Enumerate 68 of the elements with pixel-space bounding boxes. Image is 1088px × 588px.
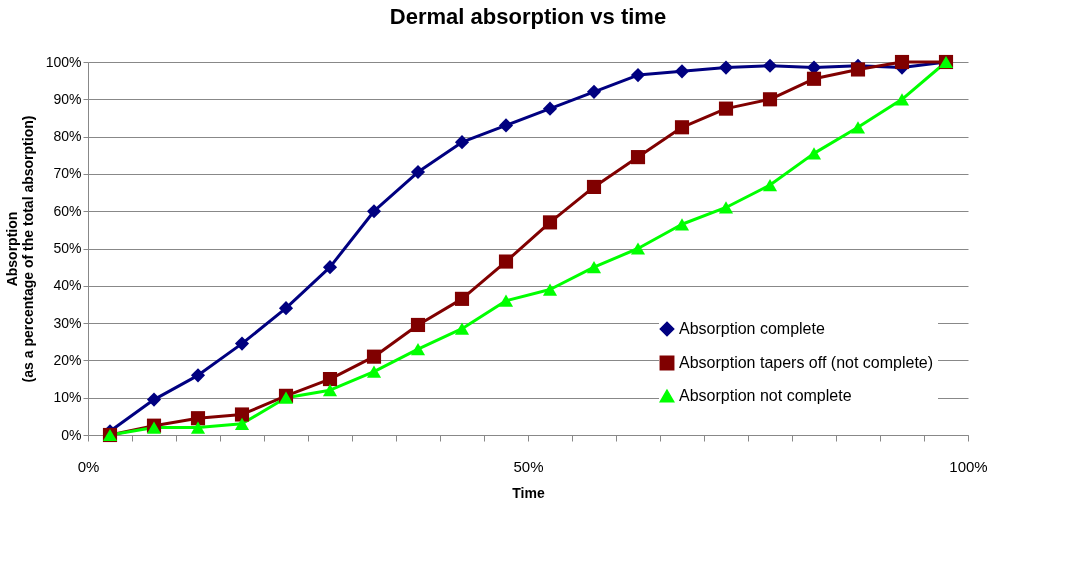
x-tick-label: 0% — [77, 457, 100, 475]
point — [762, 178, 778, 192]
point — [542, 283, 558, 296]
y-tick-label: 10% — [53, 389, 82, 406]
text: Absorption — [3, 211, 20, 287]
point — [322, 371, 338, 387]
y-tick-label: 70% — [53, 165, 82, 182]
point — [630, 242, 646, 255]
point — [630, 150, 646, 165]
point — [454, 291, 470, 306]
legend-label: Absorption complete — [679, 320, 825, 337]
point — [410, 317, 426, 333]
point — [498, 294, 514, 307]
point — [718, 101, 734, 116]
point — [146, 392, 162, 407]
text: (as a percentage of the total absorption) — [19, 115, 36, 383]
point — [718, 60, 734, 75]
y-tick-label: 20% — [53, 351, 82, 368]
point — [542, 101, 558, 116]
point — [278, 301, 294, 316]
x-tick-label: 50% — [513, 457, 544, 475]
y-tick-label: 0% — [61, 426, 82, 443]
point — [366, 365, 382, 378]
point — [674, 120, 690, 135]
point — [190, 421, 206, 434]
point — [190, 411, 206, 426]
point — [454, 322, 470, 335]
point — [234, 417, 250, 430]
y-tick-label: 30% — [53, 314, 82, 331]
point — [806, 147, 822, 160]
legend-label: Absorption tapers off (not complete) — [679, 354, 934, 371]
legend-label: Absorption not complete — [679, 387, 852, 404]
point — [322, 384, 338, 397]
point — [498, 254, 514, 269]
point — [630, 67, 646, 83]
y-tick-label: 90% — [53, 90, 82, 107]
point — [234, 407, 250, 422]
x-axis-title: Time — [512, 484, 545, 501]
point — [454, 135, 470, 150]
point — [850, 121, 866, 134]
point — [586, 84, 602, 99]
point — [674, 218, 690, 231]
point — [542, 215, 558, 230]
point — [762, 92, 778, 107]
x-tick-label: 100% — [949, 457, 988, 475]
point — [322, 260, 338, 275]
point — [190, 368, 206, 383]
point — [366, 204, 382, 219]
y-tick-label: 60% — [53, 202, 82, 219]
point — [850, 62, 866, 77]
y-tick-label: 100% — [45, 53, 82, 70]
y-tick-label: 80% — [53, 128, 82, 145]
point — [806, 71, 822, 86]
point — [234, 336, 250, 351]
chart-title: Dermal absorption vs time — [389, 3, 667, 29]
point — [410, 343, 426, 356]
point — [410, 164, 426, 180]
point — [762, 58, 778, 73]
point — [674, 64, 690, 79]
point — [498, 118, 514, 133]
point — [366, 349, 382, 364]
point — [586, 261, 602, 274]
point — [718, 201, 734, 214]
y-tick-label: 50% — [53, 240, 82, 256]
y-tick-label: 40% — [53, 277, 82, 294]
point — [586, 179, 602, 195]
point — [894, 93, 910, 106]
point — [894, 54, 910, 70]
